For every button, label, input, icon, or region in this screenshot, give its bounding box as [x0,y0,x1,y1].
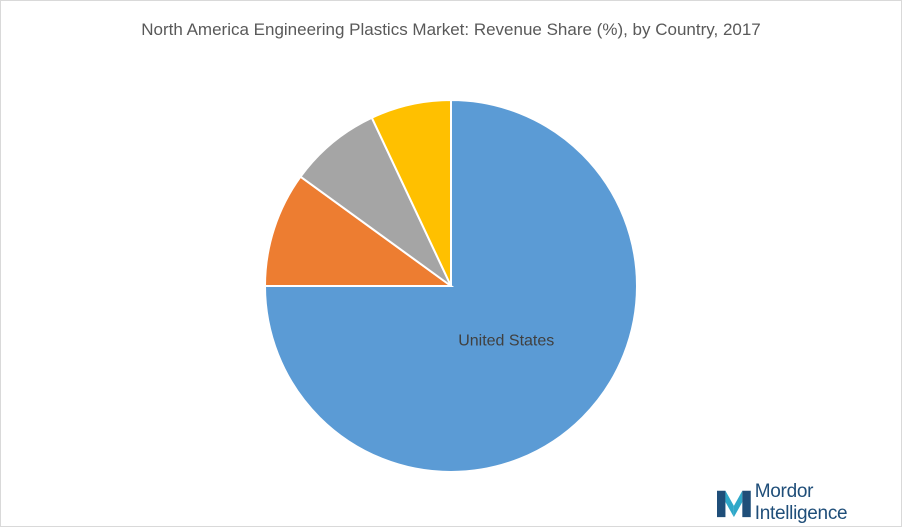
mordor-intelligence-logo: Mordor Intelligence [717,481,901,524]
logo-mark-icon [717,490,751,518]
pie-label-united-states: United States [458,332,554,349]
pie-slice-2 [263,175,455,287]
logo-text: Mordor Intelligence [754,481,848,524]
chart-title: North America Engineering Plastics Marke… [141,20,761,39]
pie-slice-4 [370,98,452,287]
pie-slice-3 [299,116,452,287]
